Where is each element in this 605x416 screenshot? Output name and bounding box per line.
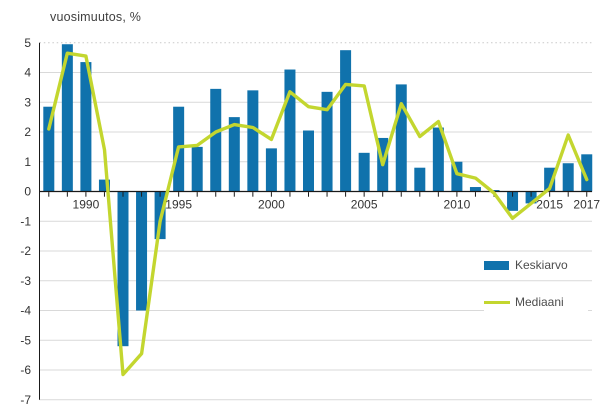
bar-2013 [507, 191, 519, 211]
bar-2015 [544, 167, 556, 192]
bar-2003 [321, 91, 333, 192]
bar-2007 [395, 84, 407, 192]
mediaani-polyline [47, 51, 589, 377]
median-line [47, 51, 589, 377]
chart-title: vuosimuutos, % [50, 10, 142, 24]
bar-1990 [80, 62, 92, 192]
bar-2002 [303, 130, 314, 192]
x-tick-label-2000: 2000 [258, 198, 285, 212]
bar-1992 [117, 191, 129, 347]
x-tick-label-2017: 2017 [573, 198, 600, 212]
y-tick-label-4: 4 [24, 66, 31, 80]
y-tick-label-5: 5 [24, 36, 31, 50]
bar-2011 [469, 187, 481, 192]
bar-1997 [210, 88, 222, 192]
y-tick-label--4: -4 [20, 304, 31, 318]
y-tick-label--3: -3 [20, 274, 31, 288]
y-tick-label-2: 2 [24, 125, 31, 139]
legend-item-mediaani: Mediaani [484, 292, 588, 312]
bar-1989 [61, 44, 73, 192]
legend-item-keskiarvo: Keskiarvo [484, 255, 588, 275]
bar-2001 [284, 69, 296, 192]
bar-2012 [488, 190, 500, 192]
bar-2000 [265, 148, 277, 192]
bar-1998 [228, 117, 240, 192]
axes [39, 42, 592, 400]
y-tick-label--2: -2 [20, 244, 31, 258]
x-tick-label-2015: 2015 [536, 198, 563, 212]
bar-1999 [247, 90, 259, 192]
x-tick-label-2010: 2010 [444, 198, 471, 212]
bar-swatch-icon [484, 260, 509, 270]
x-tick-label-2005: 2005 [351, 198, 378, 212]
bar-1988 [43, 106, 55, 192]
x-tick-label-1990: 1990 [73, 198, 100, 212]
y-axis-labels: 5 4 3 2 1 0 -1 -2 -3 -4 -5 -6 -7 [20, 36, 31, 407]
y-tick-label--7: -7 [20, 393, 31, 407]
legend-label-keskiarvo: Keskiarvo [515, 258, 568, 272]
bar-2010 [451, 161, 463, 192]
y-tick-label--1: -1 [20, 214, 31, 228]
bar-2005 [358, 152, 370, 192]
y-tick-label-1: 1 [24, 155, 31, 169]
y-tick-label--6: -6 [20, 363, 31, 377]
bar-2014 [525, 191, 537, 204]
chart-legend: Keskiarvo Mediaani [484, 255, 588, 312]
bar-2009 [432, 127, 444, 192]
y-tick-label--5: -5 [20, 333, 31, 347]
y-tick-label-0: 0 [24, 185, 31, 199]
bar-2008 [414, 167, 426, 192]
bar-1993 [136, 191, 148, 311]
legend-label-mediaani: Mediaani [515, 295, 564, 309]
bars-keskiarvo [43, 44, 593, 347]
bar-2004 [340, 50, 352, 192]
x-tick-label-1995: 1995 [165, 198, 192, 212]
bar-1991 [98, 179, 110, 192]
line-swatch-icon [484, 300, 510, 304]
bar-2017 [581, 154, 593, 192]
bar-2016 [562, 163, 574, 192]
bar-1996 [191, 146, 203, 192]
y-tick-label-3: 3 [24, 95, 31, 109]
x-axis-labels: 1990 1995 2000 2005 2010 2015 2017 [73, 198, 601, 212]
